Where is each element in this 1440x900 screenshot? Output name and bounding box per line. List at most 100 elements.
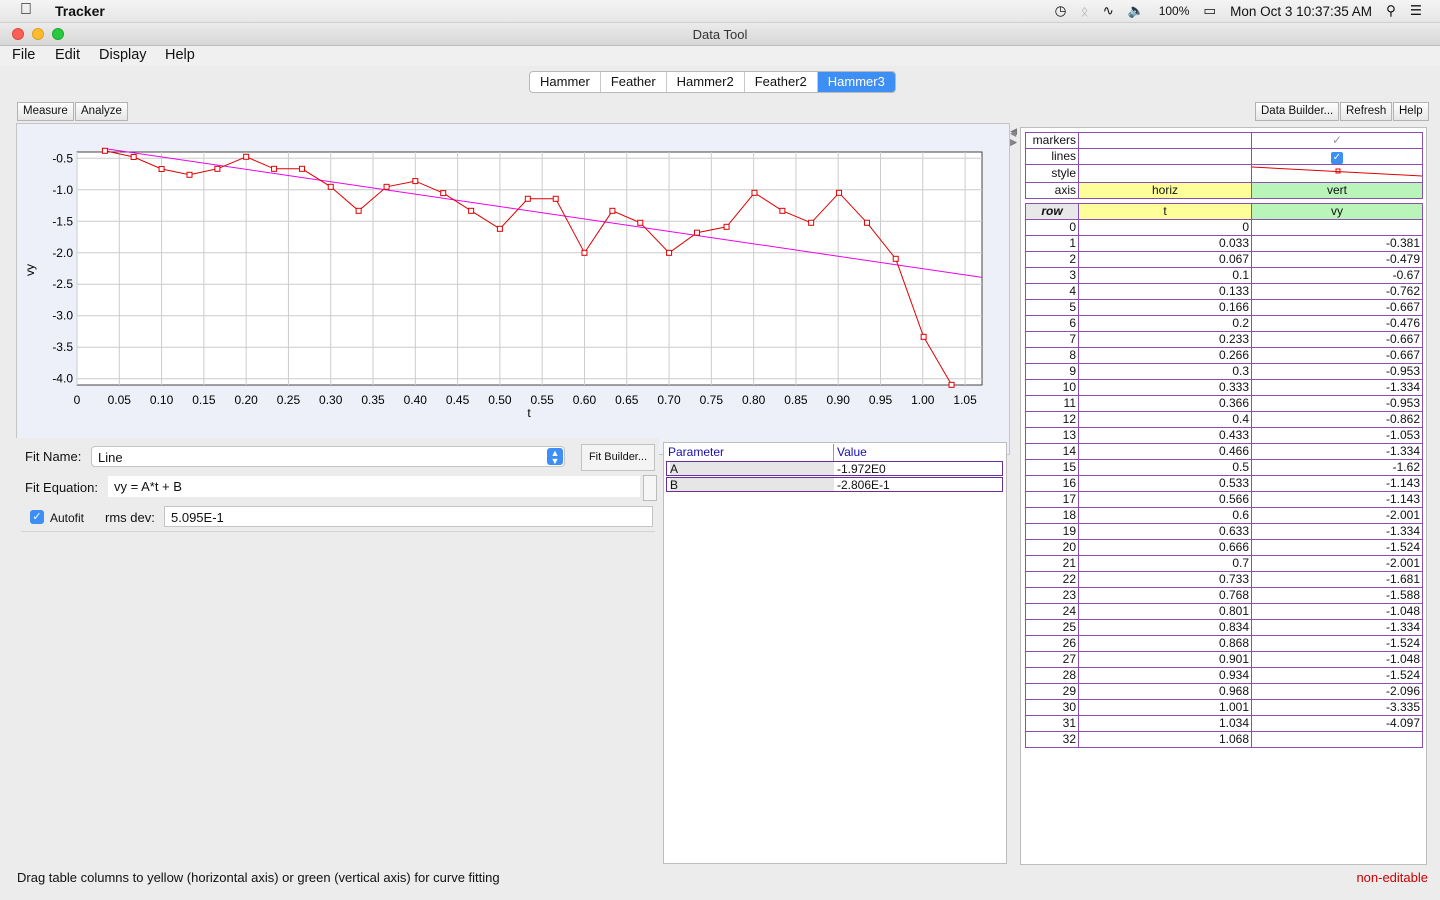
menu-file[interactable]: File	[12, 47, 36, 63]
vy-vs-t-plot[interactable]: 0 0.05 0.10 0.15 0.20 0.25 0.30 0.35 0.40 0.45 0.5…	[17, 124, 1009, 436]
tab-hammer2[interactable]: Hammer2	[667, 72, 745, 92]
param-row-b[interactable]: B -2.806E-1	[666, 477, 1003, 492]
t-cell[interactable]: 0.768	[1078, 587, 1252, 604]
table-row[interactable]: 4 0.133 -0.762	[1025, 283, 1423, 300]
axis-vert[interactable]: vert	[1251, 182, 1423, 199]
axis-row[interactable]: axis horiz vert	[1025, 182, 1423, 199]
t-cell[interactable]: 0	[1078, 219, 1252, 236]
t-cell[interactable]: 0.266	[1078, 347, 1252, 364]
t-cell[interactable]: 0.666	[1078, 539, 1252, 556]
table-row[interactable]: 10 0.333 -1.334	[1025, 379, 1423, 396]
wifi-icon[interactable]: ∿	[1102, 3, 1114, 18]
vy-column-header[interactable]: vy	[1251, 203, 1423, 220]
table-row[interactable]: 3 0.1 -0.67	[1025, 267, 1423, 284]
tab-feather2[interactable]: Feather2	[745, 72, 818, 92]
t-cell[interactable]: 0.4	[1078, 411, 1252, 428]
data-table[interactable]: markers ✓ lines ✓ style axis horiz	[1025, 132, 1423, 748]
zoom-window-button[interactable]	[52, 28, 64, 40]
table-row[interactable]: 21 0.7 -2.001	[1025, 555, 1423, 572]
battery-icon[interactable]: ▭	[1203, 3, 1217, 18]
vy-cell[interactable]: -1.681	[1251, 571, 1423, 588]
t-cell[interactable]: 0.968	[1078, 683, 1252, 700]
table-row[interactable]: 7 0.233 -0.667	[1025, 331, 1423, 348]
lines-row[interactable]: lines ✓	[1025, 148, 1423, 165]
table-row[interactable]: 31 1.034 -4.097	[1025, 715, 1423, 732]
param-value[interactable]: -1.972E0	[837, 462, 886, 476]
t-cell[interactable]: 0.733	[1078, 571, 1252, 588]
table-row[interactable]: 13 0.433 -1.053	[1025, 427, 1423, 444]
battery-percent[interactable]: 100%	[1158, 4, 1190, 18]
vy-cell[interactable]: -1.334	[1251, 379, 1423, 396]
menu-help[interactable]: Help	[165, 47, 195, 63]
vy-cell[interactable]: -3.335	[1251, 699, 1423, 716]
t-column-header[interactable]: t	[1078, 203, 1252, 220]
tab-hammer3[interactable]: Hammer3	[817, 72, 895, 92]
t-cell[interactable]: 0.2	[1078, 315, 1252, 332]
vy-cell[interactable]: -2.001	[1251, 507, 1423, 524]
markers-row[interactable]: markers ✓	[1025, 132, 1423, 149]
vy-cell[interactable]: -1.143	[1251, 491, 1423, 508]
t-cell[interactable]: 0.533	[1078, 475, 1252, 492]
autofit-checkbox[interactable]: ✓	[30, 510, 44, 524]
equation-scrollbar[interactable]	[643, 475, 657, 501]
table-row[interactable]: 28 0.934 -1.524	[1025, 667, 1423, 684]
table-row[interactable]: 30 1.001 -3.335	[1025, 699, 1423, 716]
refresh-button[interactable]: Refresh	[1340, 102, 1393, 121]
vy-cell[interactable]: -1.334	[1251, 523, 1423, 540]
t-cell[interactable]: 0.868	[1078, 635, 1252, 652]
fit-equation-field[interactable]: vy = A*t + B	[108, 476, 640, 497]
table-row[interactable]: 8 0.266 -0.667	[1025, 347, 1423, 364]
lines-checkbox[interactable]: ✓	[1251, 148, 1423, 165]
data-builder-button[interactable]: Data Builder...	[1255, 102, 1340, 121]
menu-edit[interactable]: Edit	[55, 47, 80, 63]
close-window-button[interactable]	[12, 28, 24, 40]
t-cell[interactable]: 0.834	[1078, 619, 1252, 636]
t-cell[interactable]: 0.433	[1078, 427, 1252, 444]
vy-cell[interactable]: -1.143	[1251, 475, 1423, 492]
time-machine-icon[interactable]: ◷	[1054, 3, 1067, 18]
t-cell[interactable]: 0.1	[1078, 267, 1252, 284]
vy-cell[interactable]	[1251, 219, 1423, 236]
vy-cell[interactable]: -0.476	[1251, 315, 1423, 332]
column-header-row[interactable]: row t vy	[1025, 203, 1423, 220]
minimize-window-button[interactable]	[32, 28, 44, 40]
collapse-arrows-icon[interactable]: ◀ ▶	[1010, 126, 1017, 147]
vy-cell[interactable]: -0.667	[1251, 331, 1423, 348]
t-cell[interactable]: 0.5	[1078, 459, 1252, 476]
table-row[interactable]: 12 0.4 -0.862	[1025, 411, 1423, 428]
table-row[interactable]: 1 0.033 -0.381	[1025, 235, 1423, 252]
vy-cell[interactable]: -4.097	[1251, 715, 1423, 732]
help-button[interactable]: Help	[1393, 102, 1429, 121]
vy-cell[interactable]: -1.334	[1251, 619, 1423, 636]
t-cell[interactable]: 0.6	[1078, 507, 1252, 524]
t-cell[interactable]: 0.366	[1078, 395, 1252, 412]
axis-horiz[interactable]: horiz	[1078, 182, 1252, 199]
param-value[interactable]: -2.806E-1	[837, 478, 890, 492]
table-row[interactable]: 2 0.067 -0.479	[1025, 251, 1423, 268]
t-cell[interactable]: 0.333	[1078, 379, 1252, 396]
vy-cell[interactable]: -0.762	[1251, 283, 1423, 300]
vy-cell[interactable]: -2.096	[1251, 683, 1423, 700]
table-row[interactable]: 5 0.166 -0.667	[1025, 299, 1423, 316]
style-preview[interactable]	[1251, 164, 1423, 183]
vy-cell[interactable]: -0.381	[1251, 235, 1423, 252]
table-row[interactable]: 32 1.068	[1025, 731, 1423, 748]
t-cell[interactable]: 0.133	[1078, 283, 1252, 300]
vy-cell[interactable]: -1.048	[1251, 603, 1423, 620]
tab-feather[interactable]: Feather	[601, 72, 667, 92]
table-row[interactable]: 23 0.768 -1.588	[1025, 587, 1423, 604]
row-header[interactable]: row	[1025, 203, 1079, 220]
t-cell[interactable]: 1.034	[1078, 715, 1252, 732]
table-row[interactable]: 22 0.733 -1.681	[1025, 571, 1423, 588]
analyze-button[interactable]: Analyze	[75, 102, 128, 121]
vy-cell[interactable]: -1.524	[1251, 635, 1423, 652]
vy-cell[interactable]: -1.524	[1251, 539, 1423, 556]
vy-cell[interactable]: -1.588	[1251, 587, 1423, 604]
vy-cell[interactable]: -0.953	[1251, 363, 1423, 380]
table-row[interactable]: 16 0.533 -1.143	[1025, 475, 1423, 492]
vy-cell[interactable]: -0.667	[1251, 299, 1423, 316]
volume-icon[interactable]: 🔈	[1127, 3, 1145, 18]
t-cell[interactable]: 0.166	[1078, 299, 1252, 316]
table-row[interactable]: 11 0.366 -0.953	[1025, 395, 1423, 412]
fit-builder-button[interactable]: Fit Builder...	[581, 444, 655, 471]
